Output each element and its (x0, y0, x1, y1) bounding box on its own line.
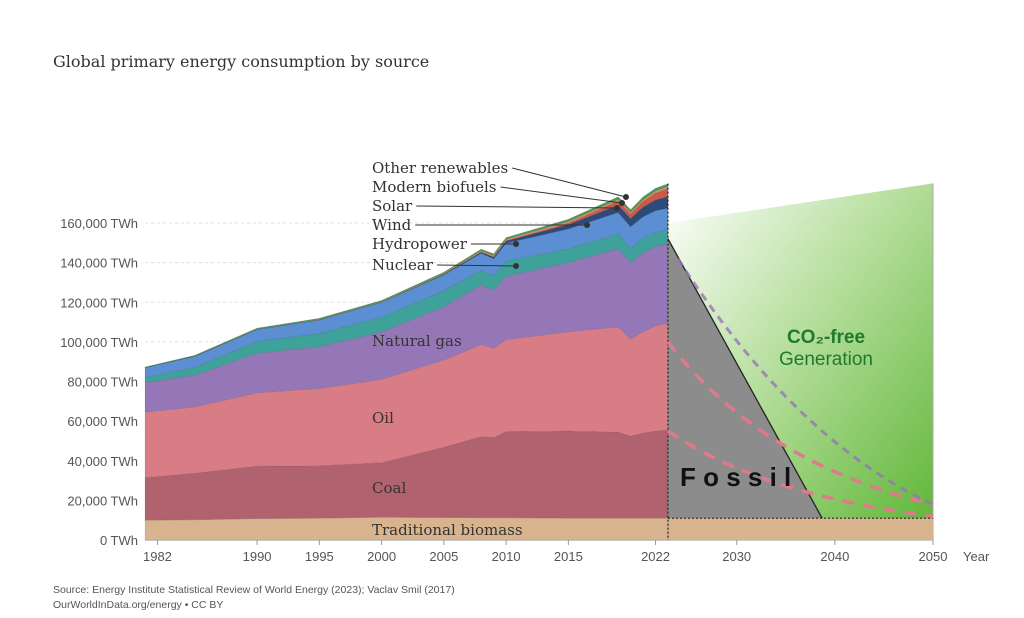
marker-nuclear (513, 263, 519, 269)
dashed-line-1 (666, 340, 934, 507)
marker-wind (584, 222, 590, 228)
series-labels: Traditional biomass Coal Oil Natural gas (372, 332, 523, 539)
x-tick-label: 2015 (554, 549, 583, 564)
x-tick-label: 2000 (367, 549, 396, 564)
x-tick-label: 1995 (305, 549, 334, 564)
y-tick-label: 120,000 TWh (60, 295, 138, 310)
x-tick-label: 1982 (143, 549, 172, 564)
label-oil: Oil (372, 409, 394, 427)
y-axis-ticks: 0 TWh 20,000 TWh 40,000 TWh 60,000 TWh 80,00… (60, 216, 138, 548)
x-tick-label: 1990 (243, 549, 272, 564)
leader-modern-biofuels (500, 186, 623, 204)
projected-biomass-area (668, 518, 933, 540)
x-tick-label: 2022 (641, 549, 670, 564)
annotation-solar: Solar (372, 197, 413, 215)
x-axis-ticks: 1982 1990 1995 2000 2005 2010 2015 2022 2030 2040… (143, 540, 947, 564)
leader-other-renewables (512, 167, 627, 198)
leader-solar (416, 205, 618, 209)
y-tick-label: 160,000 TWh (60, 216, 138, 231)
area-series (144, 183, 669, 541)
dashed-purple-line (676, 258, 934, 506)
x-axis-label: Year (963, 549, 990, 564)
x-tick-label: 2005 (429, 549, 458, 564)
y-tick-label: 20,000 TWh (67, 493, 138, 508)
fossil-decline-line (667, 238, 823, 519)
x-tick-label: 2030 (722, 549, 751, 564)
annotation-nuclear: Nuclear (372, 256, 434, 274)
source-text: Source: Energy Institute Statistical Rev… (53, 584, 455, 596)
leader-nuclear (436, 264, 517, 267)
marker-other-renewables (623, 194, 629, 200)
x-tick-label: 2010 (492, 549, 521, 564)
dashed-line-2 (667, 429, 934, 518)
license-text: OurWorldInData.org/energy • CC BY (53, 599, 223, 611)
marker-hydropower (513, 241, 519, 247)
x-tick-label: 2050 (919, 549, 948, 564)
y-tick-label: 100,000 TWh (60, 335, 138, 350)
co2-free-label: CO₂-free (787, 327, 865, 348)
y-tick-label: 60,000 TWh (67, 414, 138, 429)
area-other-renewables (144, 183, 669, 368)
y-tick-label: 80,000 TWh (67, 375, 138, 390)
label-coal: Coal (372, 479, 406, 497)
chart-title: Global primary energy consumption by sou… (53, 52, 429, 71)
y-tick-label: 140,000 TWh (60, 256, 138, 271)
annotation-modern-biofuels: Modern biofuels (372, 178, 496, 196)
label-natural-gas: Natural gas (372, 332, 462, 350)
annotation-wind: Wind (372, 216, 412, 234)
fossil-label: F o s s i l (680, 462, 791, 492)
label-traditional-biomass: Traditional biomass (372, 521, 523, 539)
generation-label: Generation (779, 349, 873, 370)
annotation-other-renewables: Other renewables (372, 159, 508, 177)
y-tick-label: 0 TWh (100, 533, 138, 548)
x-tick-label: 2040 (820, 549, 849, 564)
marker-modern-biofuels (619, 200, 625, 206)
annotation-hydropower: Hydropower (372, 235, 468, 253)
y-tick-label: 40,000 TWh (67, 454, 138, 469)
marker-solar (614, 205, 620, 211)
